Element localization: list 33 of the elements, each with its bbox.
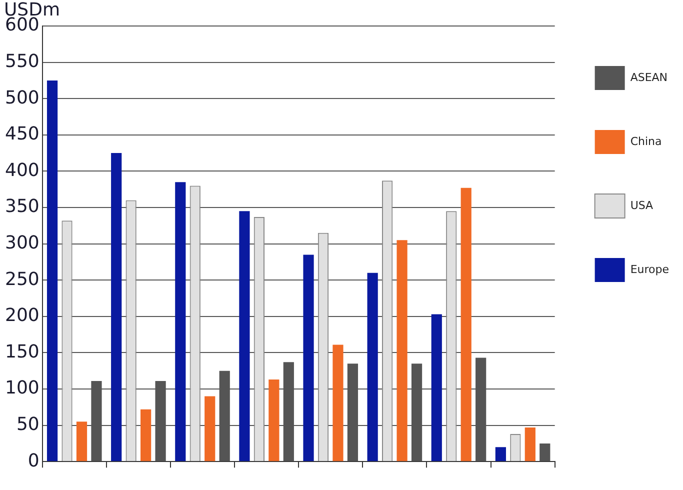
bar — [140, 409, 152, 462]
bar — [367, 272, 378, 462]
bar — [495, 447, 506, 462]
bar — [431, 314, 442, 462]
y-tick-label: 200 — [4, 305, 40, 326]
legend-label: Europe — [630, 262, 670, 276]
bar — [239, 211, 250, 462]
bar — [175, 182, 186, 462]
y-tick-label: 350 — [4, 196, 40, 218]
bar — [76, 422, 88, 462]
bar — [268, 380, 280, 462]
bar — [46, 80, 58, 462]
y-tick-label: 100 — [4, 378, 40, 399]
y-tick-label: 550 — [4, 50, 40, 72]
y-tick-label: 500 — [4, 87, 40, 108]
bar — [332, 344, 344, 462]
y-tick-label: 150 — [4, 341, 40, 362]
bar — [303, 254, 314, 462]
y-tick-label: 300 — [4, 232, 40, 254]
y-tick-label: 0 — [28, 450, 40, 472]
bar — [524, 427, 536, 462]
bar — [204, 396, 216, 462]
y-tick-label: 250 — [4, 268, 40, 290]
legend-label: USA — [630, 198, 654, 212]
legend-label: ASEAN — [630, 70, 668, 84]
y-tick-label: 450 — [4, 124, 40, 145]
bar — [540, 443, 550, 462]
bar — [111, 153, 122, 462]
bar — [396, 240, 408, 462]
y-tick-label: 50 — [16, 414, 40, 435]
y-tick-label: 400 — [4, 160, 40, 181]
legend-label: China — [630, 134, 662, 148]
bar — [460, 188, 472, 462]
